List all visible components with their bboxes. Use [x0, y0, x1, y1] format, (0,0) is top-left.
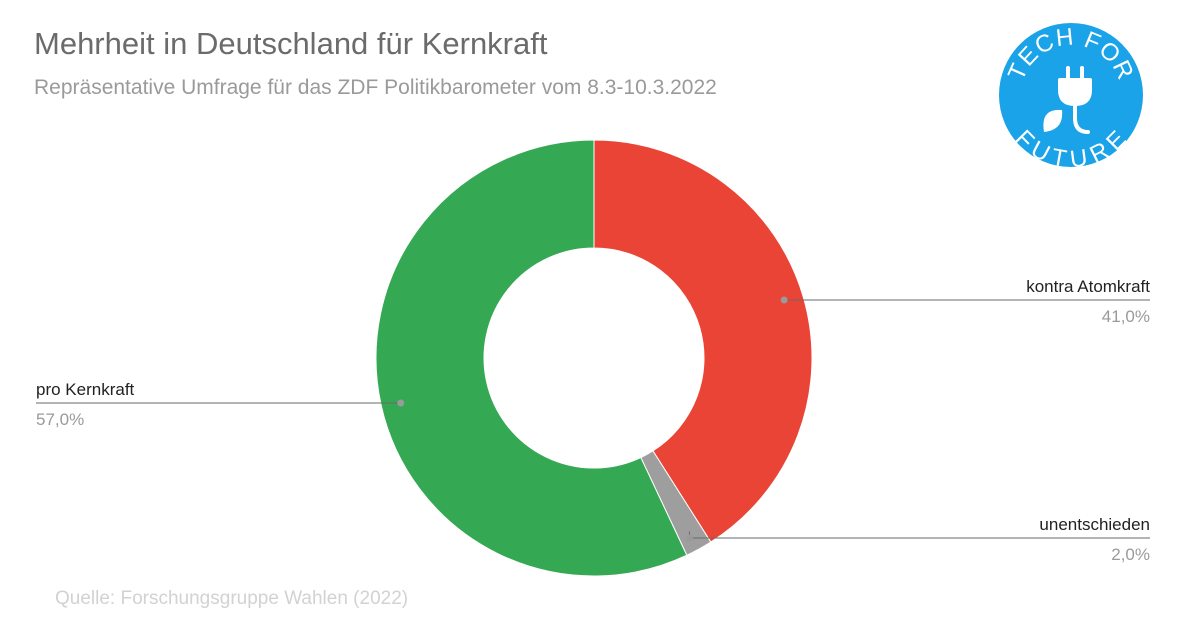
slice-label: kontra Atomkraft — [1026, 277, 1150, 296]
slice-labels: kontra Atomkraft 41,0% unentschieden 2,0% pr… — [36, 277, 1150, 564]
slice-label: pro Kernkraft — [36, 380, 135, 399]
source-note: Quelle: Forschungsgruppe Wahlen (2022) — [55, 588, 409, 609]
slice-value-label: 41,0% — [1102, 307, 1150, 326]
plug-leaf-icon — [1043, 66, 1092, 134]
chart-subtitle: Repräsentative Umfrage für das ZDF Polit… — [34, 76, 717, 99]
leader-dot — [685, 534, 693, 542]
leader-dot — [397, 399, 405, 407]
leader-line — [36, 401, 402, 404]
leader-dot — [780, 296, 788, 304]
slice-value-label: 57,0% — [36, 410, 84, 429]
leader-line — [783, 299, 1150, 303]
slice-pro-kernkraft — [375, 139, 688, 577]
slice-label: unentschieden — [1039, 515, 1150, 534]
chart-title: Mehrheit in Deutschland für Kernkraft — [34, 26, 548, 61]
tech-for-future-logo: TECH FOR FUTURE — [999, 23, 1143, 170]
slice-value-label: 2,0% — [1111, 545, 1150, 564]
donut-slices — [375, 139, 813, 577]
slice-kontra-atomkraft — [593, 139, 813, 543]
